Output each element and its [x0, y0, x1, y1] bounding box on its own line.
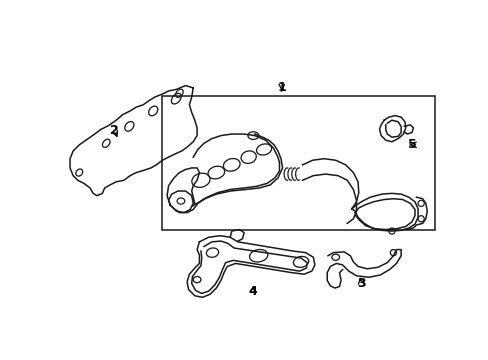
Bar — [162, 95, 434, 230]
Text: 5: 5 — [407, 138, 416, 151]
Text: 4: 4 — [248, 285, 257, 298]
Text: 1: 1 — [277, 81, 285, 94]
Text: 2: 2 — [110, 125, 119, 138]
Text: 3: 3 — [356, 277, 365, 290]
